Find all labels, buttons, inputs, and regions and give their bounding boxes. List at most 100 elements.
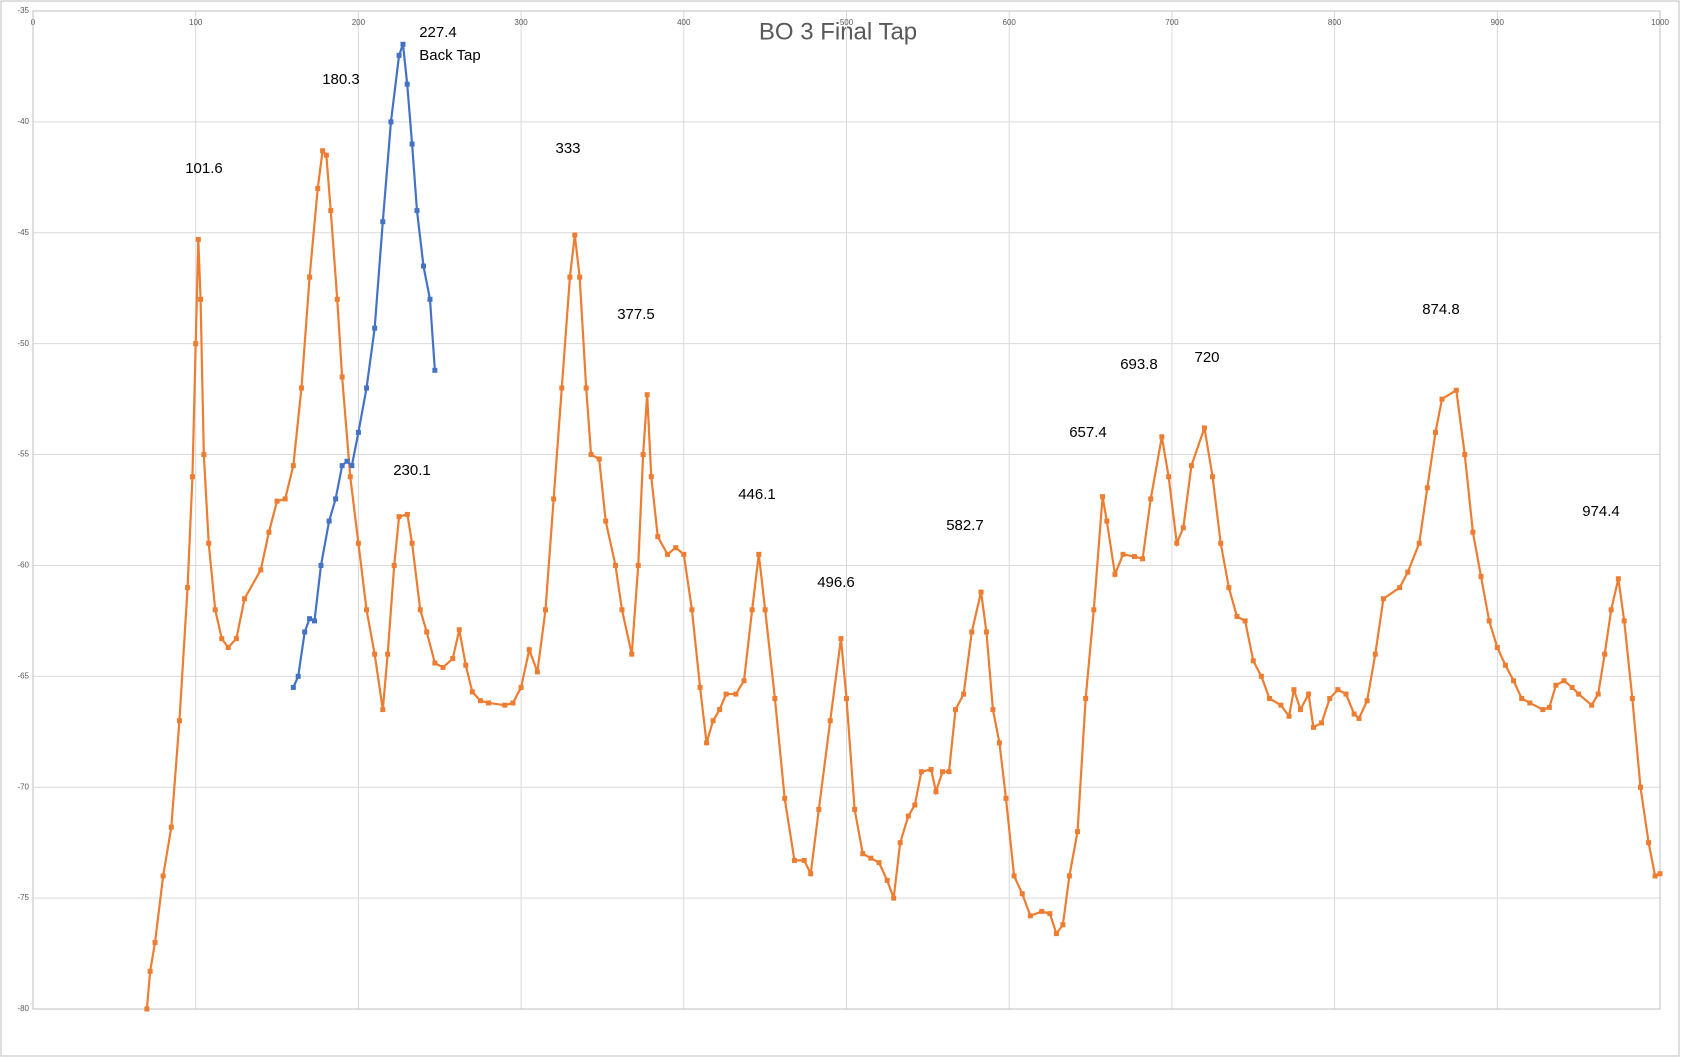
point-marker — [189, 474, 195, 480]
point-marker — [219, 636, 225, 642]
point-marker — [417, 607, 423, 613]
point-marker — [1405, 569, 1411, 575]
point-marker — [502, 702, 508, 708]
point-marker — [619, 607, 625, 613]
point-marker — [912, 802, 918, 808]
point-marker — [681, 551, 687, 557]
point-marker — [518, 684, 524, 690]
x-tick-label: 300 — [514, 18, 528, 27]
point-marker — [577, 274, 583, 280]
x-tick-label: 800 — [1328, 18, 1342, 27]
y-tick-label: -40 — [17, 117, 29, 126]
point-marker — [635, 562, 641, 568]
point-marker — [603, 518, 609, 524]
point-marker — [400, 41, 406, 47]
point-marker — [258, 567, 264, 573]
point-marker — [1343, 691, 1349, 697]
point-marker — [710, 718, 716, 724]
point-marker — [1140, 556, 1146, 562]
point-marker — [1319, 720, 1325, 726]
point-marker — [328, 208, 334, 214]
point-marker — [1502, 662, 1508, 668]
point-marker — [928, 766, 934, 772]
point-marker — [320, 148, 326, 154]
point-marker — [1027, 913, 1033, 919]
point-marker — [349, 463, 355, 469]
point-marker — [801, 857, 807, 863]
point-marker — [697, 684, 703, 690]
point-marker — [1637, 784, 1643, 790]
point-marker — [233, 636, 239, 642]
point-marker — [1226, 585, 1232, 591]
point-marker — [160, 873, 166, 879]
point-marker — [333, 496, 339, 502]
point-marker — [302, 629, 308, 635]
point-marker — [1561, 678, 1567, 684]
point-marker — [1372, 651, 1378, 657]
point-marker — [572, 232, 578, 238]
x-tick-label: 900 — [1491, 18, 1505, 27]
annotation: 974.4 — [1582, 503, 1620, 520]
point-marker — [1060, 922, 1066, 928]
point-marker — [1278, 702, 1284, 708]
point-marker — [450, 656, 456, 662]
point-marker — [1356, 715, 1362, 721]
point-marker — [1091, 607, 1097, 613]
point-marker — [409, 141, 415, 147]
point-marker — [1218, 540, 1224, 546]
point-marker — [385, 651, 391, 657]
point-marker — [1621, 618, 1627, 624]
point-marker — [355, 540, 361, 546]
point-marker — [1397, 585, 1403, 591]
annotation: 333 — [555, 140, 580, 157]
point-marker — [355, 429, 361, 435]
point-marker — [1066, 873, 1072, 879]
point-marker — [897, 840, 903, 846]
point-marker — [1478, 574, 1484, 580]
point-marker — [526, 647, 532, 653]
point-marker — [1286, 713, 1292, 719]
point-marker — [1553, 682, 1559, 688]
point-marker — [1019, 891, 1025, 897]
point-marker — [198, 296, 204, 302]
point-marker — [432, 660, 438, 666]
point-marker — [409, 540, 415, 546]
point-marker — [827, 718, 833, 724]
point-marker — [559, 385, 565, 391]
point-marker — [782, 795, 788, 801]
point-marker — [147, 968, 153, 974]
point-marker — [762, 607, 768, 613]
point-marker — [486, 700, 492, 706]
point-marker — [307, 274, 313, 280]
point-marker — [860, 851, 866, 857]
point-marker — [195, 236, 201, 242]
point-marker — [983, 629, 989, 635]
point-marker — [1104, 518, 1110, 524]
point-marker — [1540, 707, 1546, 713]
point-marker — [1306, 691, 1312, 697]
point-marker — [1250, 658, 1256, 664]
point-marker — [168, 824, 174, 830]
point-marker — [884, 877, 890, 883]
annotation: 496.6 — [817, 574, 855, 591]
point-marker — [1039, 908, 1045, 914]
x-tick-label: 400 — [677, 18, 691, 27]
point-marker — [456, 627, 462, 633]
point-marker — [282, 496, 288, 502]
point-marker — [704, 740, 710, 746]
y-tick-label: -55 — [17, 450, 29, 459]
point-marker — [939, 769, 945, 775]
point-marker — [1131, 554, 1137, 560]
point-marker — [323, 152, 329, 158]
point-marker — [1364, 698, 1370, 704]
point-marker — [868, 855, 874, 861]
point-marker — [1380, 596, 1386, 602]
point-marker — [206, 540, 212, 546]
point-marker — [1003, 795, 1009, 801]
point-marker — [1291, 687, 1297, 693]
point-marker — [510, 700, 516, 706]
point-marker — [404, 81, 410, 87]
point-marker — [185, 585, 191, 591]
chart-title: BO 3 Final Tap — [759, 18, 917, 45]
